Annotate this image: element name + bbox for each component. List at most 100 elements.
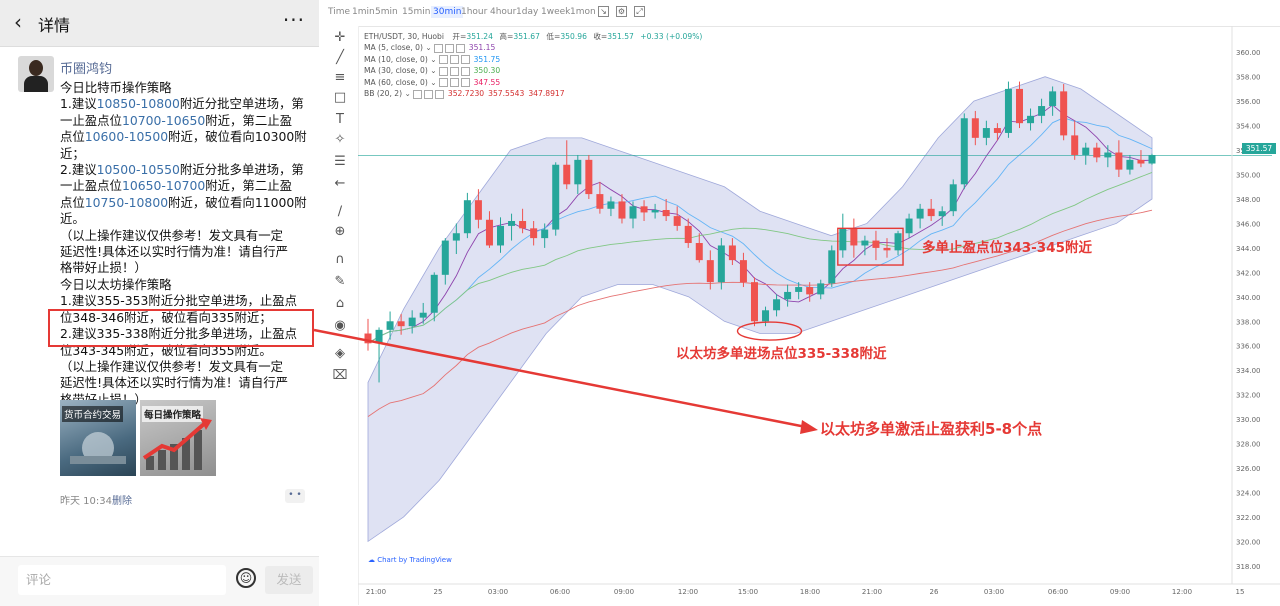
timeframe-1hour[interactable]: 1hour: [461, 7, 488, 17]
indicator-control-icon[interactable]: [438, 55, 448, 64]
price-chart[interactable]: 360.00358.00356.00354.00352.00350.00348.…: [322, 0, 1280, 605]
arrow-left-icon[interactable]: ←: [334, 176, 346, 191]
indicator-label: MA (10, close, 0): [364, 54, 428, 64]
post-segment: 一止盈点位: [60, 112, 122, 128]
x-tick-label: 06:00: [550, 588, 570, 596]
prediction-icon[interactable]: ☰: [334, 154, 346, 169]
send-button[interactable]: 发送: [265, 566, 313, 594]
post-segment: 点位: [60, 129, 85, 145]
chart-panel: Time 1min 5min 15min 30min 1hour 4hour 1day 1wee…: [322, 0, 1280, 605]
post-image-contract[interactable]: 货币合约交易: [60, 400, 136, 476]
timeframe-1min[interactable]: 1min: [352, 7, 375, 17]
chart-type-icon[interactable]: ↘: [598, 6, 609, 17]
post-segment: 今日以太坊操作策略: [60, 276, 172, 292]
tradingview-attribution[interactable]: ☁ Chart by TradingView: [368, 556, 452, 564]
chevron-left-icon[interactable]: ‹: [14, 10, 22, 34]
y-tick-label: 354.00: [1236, 123, 1261, 131]
x-tick-label: 15:00: [738, 588, 758, 596]
candle-body: [916, 208, 924, 219]
pattern-icon[interactable]: ✧: [334, 132, 346, 147]
candle-body: [706, 260, 714, 283]
post-line: 格带好止损！）: [60, 260, 312, 276]
crosshair-icon[interactable]: ✛: [334, 30, 346, 45]
timeframe-5min[interactable]: 5min: [375, 7, 398, 17]
x-tick-label: 25: [434, 588, 443, 596]
lock-icon[interactable]: ⌂: [335, 296, 345, 311]
candle-body: [1082, 147, 1090, 155]
indicator-control-icon[interactable]: [460, 78, 470, 87]
eye-icon[interactable]: ◉: [334, 318, 346, 333]
result-annotation: 以太坊多单激活止盈获利5-8个点: [820, 420, 1043, 438]
settings-icon[interactable]: ⚙: [616, 6, 627, 17]
zoom-icon[interactable]: ⊕: [334, 224, 346, 239]
candle-body: [519, 221, 527, 229]
fullscreen-icon[interactable]: ⤢: [634, 6, 645, 17]
post-line: 一止盈点位10650-10700附近，第二止盈: [60, 178, 312, 194]
indicator-value: 351.15: [468, 43, 496, 52]
rectangle-icon[interactable]: □: [333, 90, 347, 105]
author-name[interactable]: 币圈鸿钧: [60, 62, 113, 77]
post-segment: 延迟性!具体还以实时行情为准！请自行严: [60, 244, 288, 260]
indicator-control-icon[interactable]: [438, 66, 448, 76]
y-tick-label: 320.00: [1236, 538, 1261, 546]
candle-body: [474, 200, 482, 220]
timeframe-4hour[interactable]: 4hour: [490, 7, 517, 17]
candle-body: [949, 184, 957, 212]
trendline-icon[interactable]: ╱: [336, 50, 344, 65]
timeframe-30min[interactable]: 30min: [431, 6, 464, 18]
post-segment: 附近分批空单进场，第: [179, 96, 304, 112]
text-icon[interactable]: T: [336, 112, 344, 127]
magnet-icon[interactable]: ∩: [335, 252, 345, 267]
y-tick-label: 334.00: [1236, 367, 1261, 375]
timeframe-1day[interactable]: 1day: [516, 7, 539, 17]
indicator-control-icon[interactable]: [434, 89, 444, 99]
candle-body: [441, 240, 449, 275]
indicator-value: 351.75: [473, 54, 501, 64]
delete-link[interactable]: 删除: [112, 496, 132, 507]
indicator-control-icon[interactable]: [444, 43, 454, 53]
y-tick-label: 360.00: [1236, 49, 1261, 57]
avatar[interactable]: [18, 56, 54, 92]
post-segment: 今日比特币操作策略: [60, 80, 172, 95]
x-tick-label: 15: [1236, 588, 1245, 596]
more-options-icon[interactable]: ···: [282, 8, 305, 32]
post-images: 货币合约交易 每日操作策略: [60, 400, 220, 476]
comment-bar: 评论 ☺ 发送: [0, 556, 319, 606]
timeframe-1mon[interactable]: 1mon: [570, 7, 596, 17]
indicator-control-icon[interactable]: [412, 89, 422, 99]
indicator-control-icon[interactable]: [433, 43, 443, 53]
post-text: 今日比特币操作策略 1.建议10850-10800附近分批空单进场，第 一止盈点位1…: [60, 80, 312, 408]
ruler-icon[interactable]: ∕: [337, 204, 343, 219]
y-tick-label: 350.00: [1236, 172, 1261, 180]
comment-input[interactable]: 评论: [18, 565, 226, 595]
emoji-icon[interactable]: ☺: [236, 568, 256, 588]
indicator-value: 347.8917: [528, 89, 565, 98]
timeframe-1week[interactable]: 1week: [541, 7, 571, 17]
indicator-control-icon[interactable]: [460, 66, 470, 76]
pencil-lock-icon[interactable]: ✎: [334, 274, 346, 289]
indicator-control-icon[interactable]: [449, 66, 459, 76]
post-segment: 近。: [60, 211, 85, 227]
indicator-control-icon[interactable]: [438, 78, 448, 87]
indicator-row: MA (10, close, 0) ⌄ 351.75: [364, 54, 501, 64]
timeframe-15min[interactable]: 15min: [402, 7, 431, 17]
y-tick-label: 324.00: [1236, 490, 1261, 498]
indicator-control-icon[interactable]: [423, 89, 433, 99]
change-value: +0.33 (+0.09%): [640, 32, 703, 41]
x-tick-label: 21:00: [862, 588, 882, 596]
candle-body: [419, 312, 427, 318]
comment-action-button[interactable]: • •: [285, 489, 305, 503]
timeframe-time[interactable]: Time: [328, 7, 351, 17]
indicator-control-icon[interactable]: [449, 78, 459, 87]
candle-body: [1071, 135, 1079, 155]
post-image-strategy[interactable]: 每日操作策略: [140, 400, 216, 476]
y-tick-label: 340.00: [1236, 294, 1261, 302]
ma-30-line: [367, 172, 1153, 344]
fib-icon[interactable]: ≡: [334, 70, 346, 85]
x-tick-label: 09:00: [1110, 588, 1130, 596]
indicator-control-icon[interactable]: [449, 55, 459, 64]
post-line: 今日比特币操作策略: [60, 80, 312, 96]
indicator-control-icon[interactable]: [460, 55, 470, 64]
indicator-value: 357.5543: [488, 89, 525, 98]
indicator-control-icon[interactable]: [455, 43, 465, 53]
